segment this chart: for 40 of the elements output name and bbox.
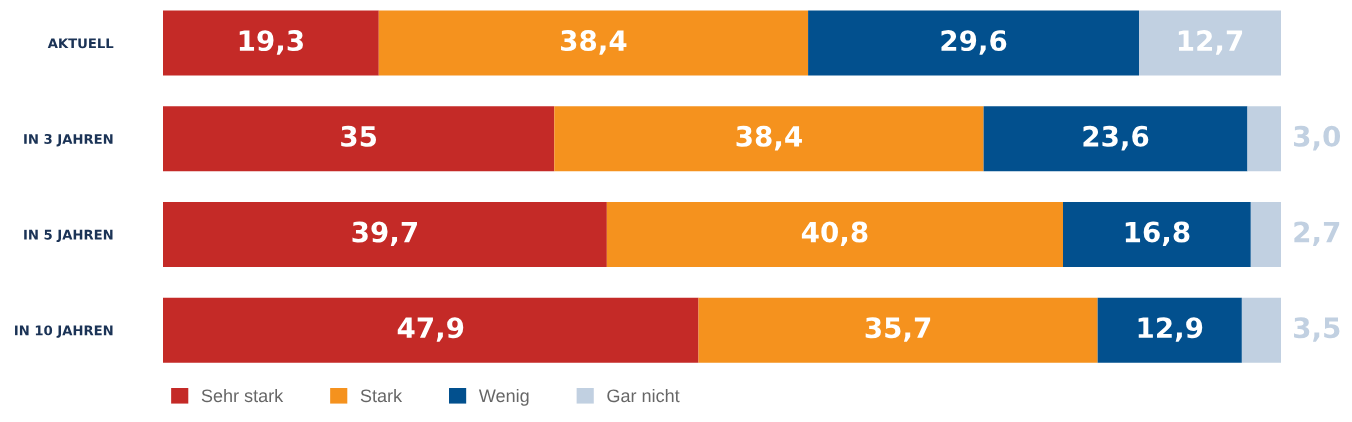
- bar: [1247, 106, 1281, 172]
- data-label: 3,5: [1294, 317, 1340, 342]
- data-label: 47,9: [397, 317, 464, 342]
- data-label: 16,8: [1125, 221, 1190, 247]
- bar: [163, 201, 607, 267]
- data-label: 19,3: [239, 30, 303, 55]
- data-label: 38,4: [736, 125, 802, 151]
- data-label: 12,9: [1138, 317, 1203, 342]
- legend-label: Stark: [360, 388, 403, 403]
- data-label: 35: [341, 125, 377, 147]
- bar: [163, 106, 555, 172]
- bar: [1097, 297, 1242, 363]
- bar: [606, 201, 1063, 267]
- legend-label: Wenig: [478, 388, 529, 406]
- bar: [808, 10, 1140, 76]
- bar: [983, 106, 1248, 172]
- data-label: 40,8: [801, 221, 868, 247]
- legend-label: Gar nicht: [607, 388, 680, 403]
- y-tick-label: AKTUELL: [47, 38, 114, 49]
- data-label: 38,4: [561, 30, 627, 55]
- bar: [1250, 201, 1281, 267]
- bar: [163, 297, 699, 363]
- bar: [1241, 297, 1281, 363]
- legend-label: Sehr stark: [201, 388, 284, 403]
- bar: [378, 10, 809, 76]
- bar: [1062, 201, 1251, 267]
- data-label: 39,7: [352, 221, 417, 247]
- data-label: 35,7: [865, 317, 931, 342]
- data-label: 29,6: [941, 30, 1007, 55]
- data-label: 2,7: [1294, 221, 1340, 247]
- data-label: 23,6: [1083, 125, 1149, 151]
- bar: [163, 10, 379, 76]
- y-tick-label: IN 3 JAHREN: [24, 133, 113, 147]
- y-tick-label: IN 10 JAHREN: [15, 325, 113, 338]
- data-label: 12,7: [1178, 30, 1243, 55]
- bar: [698, 297, 1098, 363]
- bar: [1139, 10, 1281, 76]
- bar: [554, 106, 984, 172]
- y-tick-label: IN 5 JAHREN: [24, 229, 113, 243]
- data-label: 3,0: [1294, 125, 1341, 151]
